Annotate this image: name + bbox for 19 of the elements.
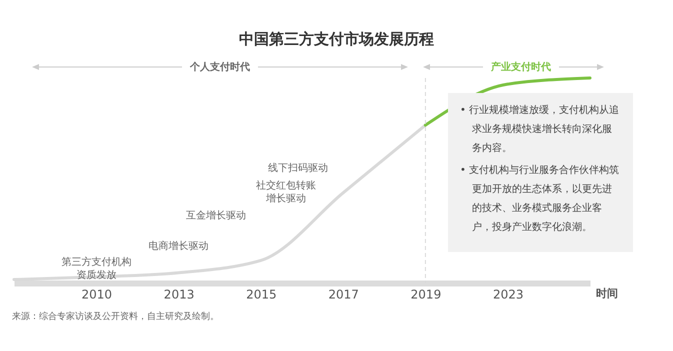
text-panel: • 行业规模增速放缓，支付机构从追求业务规模快速增长转向深化服务内容。 • 支付机构与行业服务合作伙伴构筑更加开放的生态体系，以更先进的技术、业务模式服务企业客户，投身产业数字化浪潮。	[448, 93, 633, 252]
x-tick-label: 2023	[492, 288, 524, 302]
text: 个人支付时代	[190, 60, 250, 74]
annotation: 互金增长驱动	[186, 209, 246, 222]
chart-title: 中国第三方支付市场发展历程	[238, 30, 435, 49]
x-tick-label: 2015	[246, 288, 277, 302]
x-tick-label: 2017	[328, 288, 359, 302]
annotation: 第三方支付机构资质发放	[61, 256, 132, 281]
annotation: • 行业规模增速放缓，支付机构从追求业务规模快速增长转向深化服务内容。	[460, 104, 620, 156]
annotation: 电商增长驱动	[148, 240, 209, 252]
x-tick-label: 2019	[410, 288, 442, 302]
x-tick-label: 2013	[164, 288, 194, 302]
annotation: • 支付机构与行业服务合作伙伴构筑更加开放的生态体系，以更先进的技术、业务模式服务企业客户，投身产业数字化浪潮。	[460, 164, 620, 235]
x-tick-label: 2010	[82, 288, 112, 302]
source-note: 来源：综合专家访谈及公开资料，自主研究及绘制。	[12, 310, 219, 323]
text: 产业支付时代	[491, 60, 551, 74]
annotation: 线下扫码驱动	[268, 162, 328, 174]
x-axis-title: 时间	[596, 286, 618, 301]
annotation: 社交红包转账增长驱动	[256, 179, 316, 204]
